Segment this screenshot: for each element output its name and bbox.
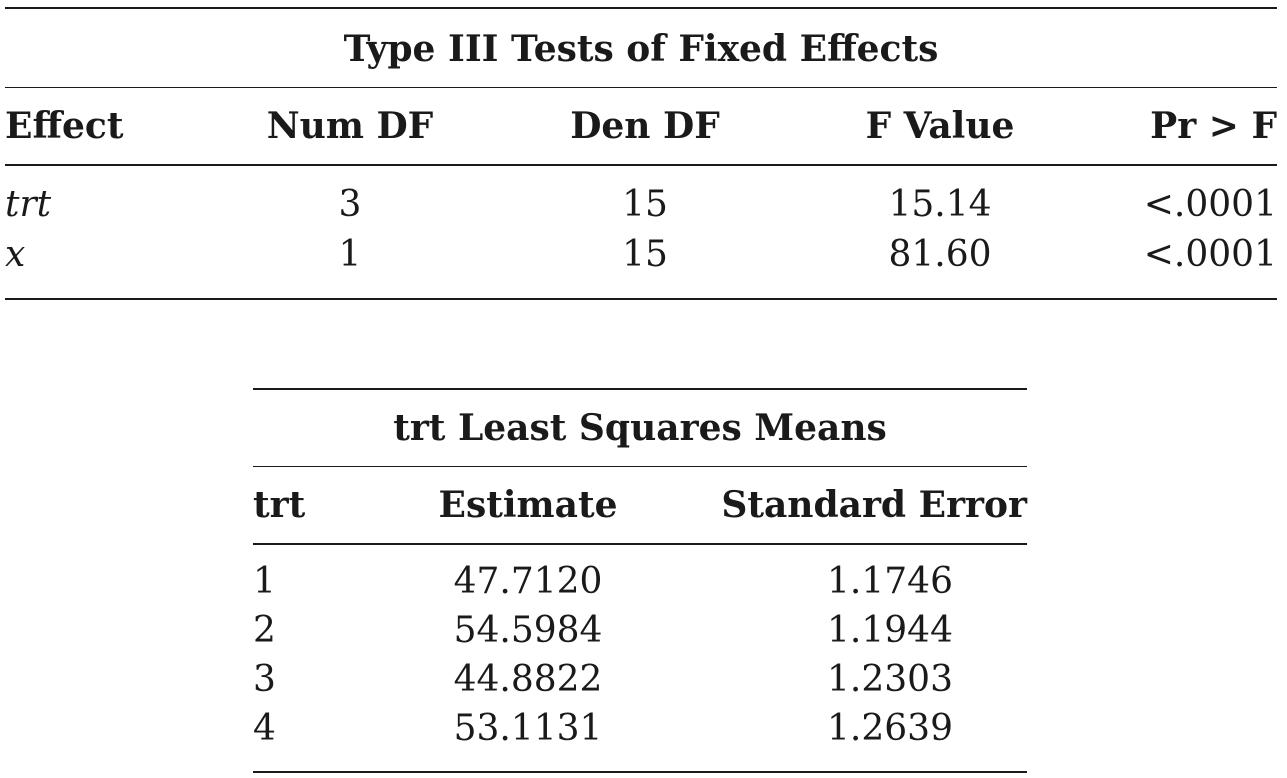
table-row: x 1 15 81.60 <.0001	[5, 230, 1277, 300]
header-standard-error: Standard Error	[653, 466, 1027, 545]
cell-estimate: 44.8822	[453, 659, 603, 700]
cell-standard-error: 1.2639	[653, 704, 1027, 773]
cell-standard-error: 1.1944	[827, 610, 953, 651]
fixed-effects-title: Type III Tests of Fixed Effects	[5, 7, 1277, 88]
cell-f-value: 81.60	[795, 230, 1085, 300]
cell-trt: 4	[253, 704, 403, 773]
table-row: 3 44.8822 1.2303	[253, 655, 1027, 704]
header-den-df: Den DF	[495, 87, 795, 166]
table-row: 4 53.1131 1.2639	[253, 704, 1027, 773]
table-header-row: trt Estimate Standard Error	[253, 466, 1027, 545]
cell-estimate: 47.7120	[453, 561, 603, 602]
table-row: trt 3 15 15.14 <.0001	[5, 165, 1277, 230]
cell-num-df: 3	[338, 184, 362, 225]
header-num-df: Num DF	[205, 87, 495, 166]
cell-pr-f: <.0001	[1143, 184, 1277, 225]
header-pr-f: Pr > F	[1085, 87, 1277, 166]
cell-pr-f: <.0001	[1085, 230, 1277, 300]
cell-standard-error: 1.2303	[827, 659, 953, 700]
table-row: 2 54.5984 1.1944	[253, 606, 1027, 655]
table-header-row: Effect Num DF Den DF F Value Pr > F	[5, 87, 1277, 166]
fixed-effects-table: Type III Tests of Fixed Effects Effect N…	[5, 7, 1277, 300]
cell-trt: 2	[253, 610, 276, 651]
header-f-value: F Value	[795, 87, 1085, 166]
lsmeans-title: trt Least Squares Means	[253, 388, 1027, 467]
header-trt: trt	[253, 466, 403, 545]
cell-trt: 3	[253, 659, 276, 700]
header-estimate: Estimate	[403, 466, 653, 545]
table-caption-row: trt Least Squares Means	[253, 388, 1027, 467]
lsmeans-table: trt Least Squares Means trt Estimate Sta…	[253, 388, 1027, 773]
cell-effect: trt	[5, 184, 52, 225]
cell-f-value: 15.14	[888, 184, 992, 225]
cell-estimate: 53.1131	[403, 704, 653, 773]
cell-estimate: 54.5984	[453, 610, 603, 651]
cell-standard-error: 1.1746	[827, 561, 953, 602]
cell-den-df: 15	[622, 184, 668, 225]
cell-den-df: 15	[495, 230, 795, 300]
header-effect: Effect	[5, 87, 205, 166]
cell-effect: x	[5, 230, 205, 300]
cell-trt: 1	[253, 561, 276, 602]
cell-num-df: 1	[205, 230, 495, 300]
table-caption-row: Type III Tests of Fixed Effects	[5, 7, 1277, 88]
table-row: 1 47.7120 1.1746	[253, 544, 1027, 606]
